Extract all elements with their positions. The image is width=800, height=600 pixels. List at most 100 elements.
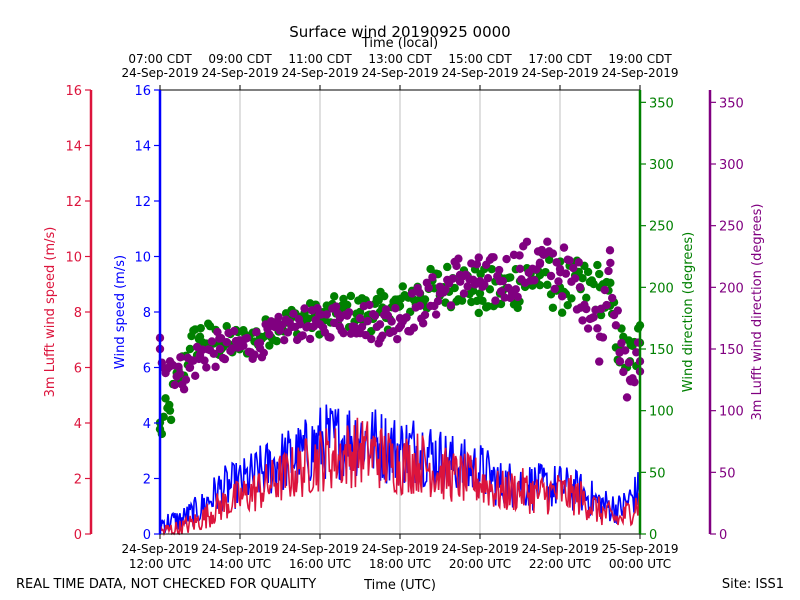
wind-direction-point <box>582 293 591 302</box>
3m-lufft-wind-direction-point <box>602 300 611 310</box>
top-axis-label: Time (local) <box>361 36 438 51</box>
wind-direction-point <box>478 296 487 305</box>
3m-lufft-wind-direction-point <box>242 333 252 343</box>
3m-lufft-wind-direction-point <box>433 297 443 306</box>
lufft-speed-axis-label: 3m Lufft wind speed (m/s) <box>43 227 58 398</box>
3m-lufft-wind-direction-point <box>185 363 194 372</box>
wind-dir-tick-label: 350 <box>649 96 674 111</box>
3m-lufft-wind-direction-point <box>575 283 585 292</box>
3m-lufft-wind-direction-point <box>624 358 634 367</box>
3m-lufft-wind-direction-point <box>291 322 300 332</box>
wind-direction-point <box>450 283 459 293</box>
3m-lufft-wind-direction-point <box>176 353 185 362</box>
wind-direction-point <box>485 285 495 294</box>
wind-dir-tick-label: 150 <box>649 343 674 358</box>
wind-direction-point <box>222 322 231 331</box>
3m-lufft-wind-direction-point <box>582 304 591 314</box>
bottom-tick-time: 12:00 UTC <box>129 557 191 571</box>
wind-direction-point <box>443 262 452 272</box>
3m-lufft-wind-direction-point <box>472 260 482 269</box>
bottom-tick-date: 25-Sep-2019 <box>601 542 678 556</box>
top-tick-time: 15:00 CDT <box>448 52 512 66</box>
top-tick-date: 24-Sep-2019 <box>601 66 678 80</box>
3m-lufft-wind-direction-point <box>250 350 259 359</box>
wind-dir-axis-label: Wind direction (degrees) <box>681 232 696 392</box>
3m-lufft-wind-direction-point <box>578 316 587 325</box>
lufft-speed-tick-label: 12 <box>65 195 82 210</box>
3m-lufft-wind-direction-point <box>511 285 521 294</box>
3m-lufft-wind-direction-point <box>424 283 433 292</box>
lufft-dir-tick-label: 300 <box>719 158 744 173</box>
3m-lufft-wind-direction-point <box>211 362 220 372</box>
3m-lufft-wind-speed-line <box>159 417 641 537</box>
bottom-tick-date: 24-Sep-2019 <box>361 542 438 556</box>
wind-direction-point <box>475 289 485 298</box>
3m-lufft-wind-direction-point <box>561 269 571 278</box>
3m-lufft-wind-direction-point <box>604 266 613 276</box>
top-tick-time: 07:00 CDT <box>128 52 192 66</box>
3m-lufft-wind-direction-point <box>326 333 335 342</box>
3m-lufft-wind-direction-point <box>215 344 225 354</box>
3m-lufft-wind-direction-point <box>252 327 261 337</box>
top-tick-date: 24-Sep-2019 <box>281 66 358 80</box>
3m-lufft-wind-direction-point <box>446 301 456 310</box>
3m-lufft-wind-direction-point <box>418 319 428 328</box>
3m-lufft-wind-direction-point <box>378 331 387 340</box>
lufft-dir-tick-label: 250 <box>719 220 744 235</box>
wind-direction-point <box>159 412 168 422</box>
3m-lufft-wind-direction-point <box>174 362 183 372</box>
wind-dir-tick-label: 0 <box>649 528 657 543</box>
wind-dir-tick-label: 200 <box>649 281 674 296</box>
3m-lufft-wind-direction-point <box>615 357 625 366</box>
quality-disclaimer: REAL TIME DATA, NOT CHECKED FOR QUALITY <box>16 577 316 592</box>
3m-lufft-wind-direction-point <box>274 312 283 322</box>
3m-lufft-wind-direction-point <box>617 338 626 348</box>
bottom-tick-time: 00:00 UTC <box>609 557 671 571</box>
3m-lufft-wind-direction-point <box>402 313 411 322</box>
lufft-dir-tick-label: 200 <box>719 281 744 296</box>
3m-lufft-wind-direction-point <box>515 264 525 274</box>
3m-lufft-wind-direction-point <box>367 334 376 344</box>
3m-lufft-wind-direction-point <box>279 336 289 345</box>
lufft-dir-axis-label: 3m Lufft wind direction (degrees) <box>750 204 765 421</box>
3m-lufft-wind-direction-point <box>415 288 424 297</box>
bottom-tick-time: 18:00 UTC <box>369 557 431 571</box>
3m-lufft-wind-direction-point <box>550 284 559 294</box>
chart-title: Surface wind 20190925 0000 <box>289 23 510 41</box>
3m-lufft-wind-direction-point <box>496 287 506 296</box>
wind-direction-point <box>567 294 576 303</box>
3m-lufft-wind-direction-point <box>554 277 563 286</box>
3m-lufft-wind-direction-point <box>593 324 602 333</box>
site-label: Site: ISS1 <box>722 577 784 592</box>
3m-lufft-wind-direction-point <box>370 311 380 320</box>
wind-direction-point <box>557 308 567 317</box>
3m-lufft-wind-direction-point <box>608 293 617 303</box>
3m-lufft-wind-direction-point <box>535 259 545 269</box>
wind-direction-point <box>339 294 348 304</box>
3m-lufft-wind-direction-point <box>220 354 230 364</box>
top-tick-time: 13:00 CDT <box>368 52 432 66</box>
wind-direction-point <box>166 415 176 425</box>
3m-lufft-wind-direction-point <box>202 363 211 372</box>
top-tick-date: 24-Sep-2019 <box>361 66 438 80</box>
3m-lufft-wind-direction-point <box>598 333 608 342</box>
3m-lufft-wind-direction-point <box>420 310 430 320</box>
3m-lufft-wind-direction-point <box>569 263 578 273</box>
3m-lufft-wind-direction-point <box>294 315 304 324</box>
wind-direction-point <box>548 303 558 312</box>
3m-lufft-wind-direction-point <box>298 331 307 340</box>
3m-lufft-wind-direction-point <box>463 282 472 291</box>
wind-speed-tick-label: 6 <box>143 362 151 377</box>
wind-direction-point <box>420 295 430 304</box>
3m-lufft-wind-direction-point <box>600 285 609 295</box>
3m-lufft-wind-direction-point <box>543 237 552 246</box>
3m-lufft-wind-direction-point <box>548 249 558 258</box>
top-tick-time: 09:00 CDT <box>208 52 272 66</box>
3m-lufft-wind-direction-point <box>441 285 450 294</box>
wind-speed-tick-label: 8 <box>143 306 151 321</box>
3m-lufft-wind-direction-point <box>305 334 315 344</box>
lufft-dir-tick-label: 350 <box>719 96 744 111</box>
3m-lufft-wind-direction-point <box>546 271 556 281</box>
top-tick-date: 24-Sep-2019 <box>441 66 518 80</box>
3m-lufft-wind-direction-point <box>355 313 365 323</box>
